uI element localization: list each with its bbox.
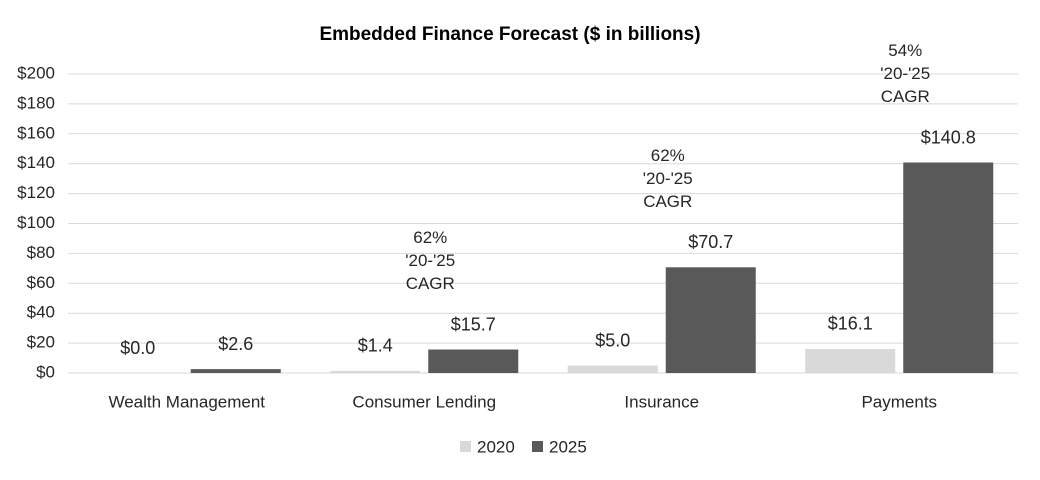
- annotation: 62%: [413, 228, 447, 247]
- bar: [665, 267, 756, 373]
- legend-label: 2020: [477, 437, 515, 456]
- y-tick-label: $40: [27, 303, 55, 322]
- value-label: $1.4: [358, 336, 393, 356]
- value-label: $5.0: [595, 330, 630, 350]
- y-tick-label: $140: [17, 153, 55, 172]
- x-tick-label: Wealth Management: [108, 392, 265, 411]
- value-label: $140.8: [921, 127, 976, 147]
- y-tick-label: $20: [27, 333, 55, 352]
- x-tick-label: Insurance: [624, 392, 699, 411]
- y-tick-label: $120: [17, 183, 55, 202]
- bar: [903, 162, 994, 373]
- value-label: $2.6: [218, 334, 253, 354]
- annotation: '20-'25: [643, 169, 693, 188]
- legend-swatch: [532, 441, 543, 452]
- annotation: '20-'25: [405, 251, 455, 270]
- annotation: CAGR: [643, 192, 692, 211]
- y-tick-label: $160: [17, 123, 55, 142]
- value-label: $70.7: [688, 232, 733, 252]
- bar: [805, 348, 896, 373]
- annotation: '20-'25: [880, 64, 930, 83]
- bar: [330, 370, 421, 373]
- x-tick-label: Payments: [861, 392, 937, 411]
- y-tick-label: $0: [36, 362, 55, 381]
- annotation: 54%: [888, 41, 922, 60]
- x-tick-label: Consumer Lending: [352, 392, 496, 411]
- annotation: CAGR: [881, 87, 930, 106]
- chart-title: Embedded Finance Forecast ($ in billions…: [319, 24, 700, 45]
- y-tick-label: $60: [27, 273, 55, 292]
- value-label: $15.7: [451, 314, 496, 334]
- value-label: $0.0: [120, 338, 155, 358]
- annotation: 62%: [651, 146, 685, 165]
- bar: [428, 349, 519, 373]
- y-tick-label: $200: [17, 63, 55, 82]
- legend-swatch: [460, 441, 471, 452]
- bar: [567, 365, 658, 373]
- y-tick-label: $100: [17, 213, 55, 232]
- legend-label: 2025: [549, 437, 587, 456]
- y-tick-label: $180: [17, 93, 55, 112]
- value-label: $16.1: [828, 314, 873, 334]
- y-tick-label: $80: [27, 243, 55, 262]
- bar: [190, 369, 281, 373]
- annotation: CAGR: [406, 274, 455, 293]
